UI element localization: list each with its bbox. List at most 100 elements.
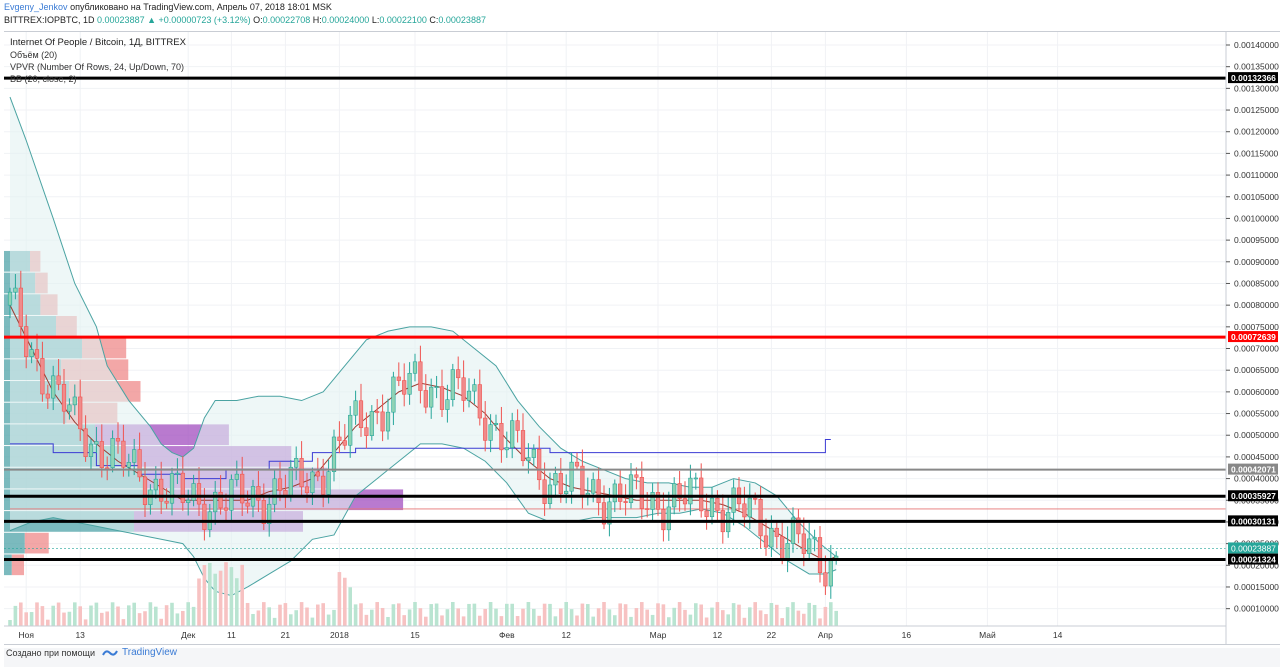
candle-body — [510, 420, 515, 448]
author-link[interactable]: Evgeny_Jenkov — [4, 2, 68, 12]
candle-body — [715, 497, 720, 511]
volume-bar — [623, 604, 628, 626]
candle-body — [564, 490, 569, 494]
candle-body — [569, 461, 574, 492]
candle-body — [790, 517, 796, 544]
price-tick-label: 0.00055000 — [1234, 409, 1279, 419]
ohlc-bar: BITTREX:IOPBTC, 1D 0.00023887 ▲ +0.00000… — [4, 15, 486, 25]
candle-body — [358, 400, 364, 429]
candle-body — [461, 377, 466, 401]
volume-bar — [283, 603, 288, 626]
high-value: 0.00024000 — [321, 15, 370, 25]
level-price-tag — [1228, 331, 1278, 343]
volume-bar — [564, 602, 568, 626]
candle-body — [763, 535, 769, 548]
price-tick-label: 0.00075000 — [1234, 322, 1279, 332]
candle-body — [753, 497, 758, 500]
candle-body — [56, 375, 61, 385]
candle-body — [40, 358, 45, 395]
volume-bar — [56, 602, 61, 626]
candle-body — [218, 491, 223, 509]
candle-body — [348, 414, 353, 446]
legend-vpvr[interactable]: VPVR (Number Of Rows, 24, Up/Down, 70) — [10, 62, 185, 72]
volume-bar — [483, 608, 487, 626]
candle-body — [429, 386, 434, 408]
candle-body — [180, 472, 185, 503]
price-tick-label: 0.00125000 — [1234, 105, 1279, 115]
time-tick-label: Ноя — [18, 630, 34, 640]
volume-bar — [753, 602, 757, 626]
volume-bar — [429, 604, 433, 626]
volume-bar — [245, 602, 250, 626]
candle-body — [256, 486, 261, 501]
candle-body — [396, 376, 401, 381]
volume-bar — [267, 607, 271, 626]
candle-body — [29, 349, 34, 357]
volume-bar — [132, 602, 136, 626]
candle-body — [261, 500, 266, 524]
candle-body — [677, 483, 682, 499]
candle-body — [618, 483, 623, 502]
candle-body — [175, 472, 180, 475]
price-tick-label: 0.00085000 — [1234, 278, 1279, 288]
volume-bar — [137, 613, 142, 626]
volume-bar — [672, 607, 676, 626]
candle-body — [596, 479, 601, 503]
time-tick-label: 12 — [713, 630, 723, 640]
candle-body — [202, 503, 207, 530]
candle-body — [704, 510, 709, 518]
symbol-label: BITTREX:IOPBTC, 1D — [4, 15, 95, 25]
candle-body — [88, 443, 94, 457]
candle-body — [531, 448, 536, 458]
chart-svg[interactable]: 0.00140000 0.00135000 0.00130000 0.00125000… — [4, 32, 1280, 644]
volume-bar — [683, 609, 687, 626]
candle-body — [801, 533, 806, 554]
candle-body — [693, 477, 698, 480]
price-tick-label: 0.00130000 — [1234, 83, 1279, 93]
time-tick-label: Дек — [181, 630, 195, 640]
volume-bar — [532, 608, 536, 626]
vpvr-down-bar — [24, 532, 49, 554]
candle-body — [682, 498, 688, 505]
volume-bar — [13, 605, 18, 626]
volume-bar — [575, 615, 579, 626]
volume-bar — [699, 604, 703, 626]
legend-title: Internet Of People / Bitcoin, 1Д, BITTRE… — [10, 37, 186, 48]
volume-bar — [29, 612, 34, 626]
candle-body — [196, 483, 202, 505]
candle-body — [137, 449, 142, 478]
brand-link[interactable]: TradingView — [102, 647, 177, 658]
level-price-tag-label: 0.00030131 — [1231, 516, 1276, 526]
volume-bar — [62, 612, 66, 626]
price-tick-label: 0.00135000 — [1234, 62, 1279, 72]
volume-bar — [359, 603, 363, 626]
price-tick-label: 0.00060000 — [1234, 387, 1279, 397]
volume-bar — [721, 610, 725, 626]
volume-bar — [375, 602, 379, 626]
candle-body — [385, 411, 391, 432]
legend-bb[interactable]: BB (20, close, 2) — [10, 74, 77, 84]
volume-bar — [121, 619, 126, 626]
poc-line — [10, 439, 831, 480]
time-tick-label: 22 — [767, 630, 777, 640]
volume-bar — [310, 617, 315, 626]
candle-body — [391, 376, 396, 413]
candle-body — [547, 484, 553, 504]
volume-bar — [364, 614, 369, 626]
legend-volume[interactable]: Объём (20) — [10, 50, 58, 60]
candle-body — [450, 369, 455, 400]
volume-bar — [515, 616, 520, 626]
brand-name: TradingView — [122, 647, 178, 658]
candle-body — [623, 501, 628, 503]
volume-bar — [548, 603, 552, 626]
candle-body — [628, 474, 634, 503]
volume-bar — [629, 616, 633, 626]
candle-body — [661, 509, 666, 531]
volume-bar — [272, 617, 277, 626]
candle-body — [434, 386, 439, 388]
volume-bar — [89, 605, 93, 626]
price-tick-label: 0.00115000 — [1234, 148, 1279, 158]
candle-body — [445, 399, 450, 410]
level-price-tag-label: 0.00072639 — [1231, 332, 1276, 342]
chart-area[interactable]: 0.00140000 0.00135000 0.00130000 0.00125000… — [4, 31, 1280, 645]
